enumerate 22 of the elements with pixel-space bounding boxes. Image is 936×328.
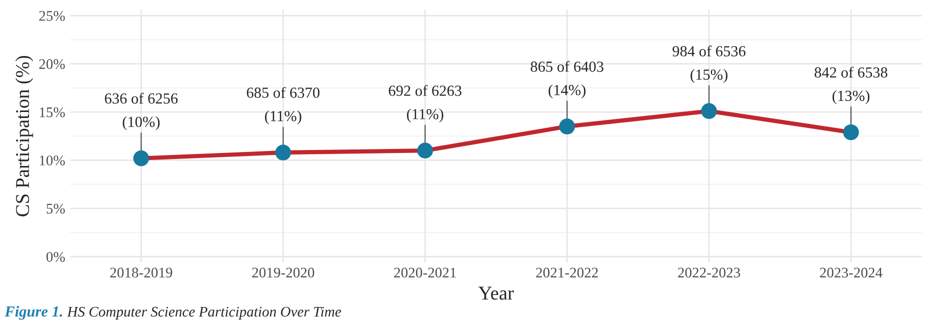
text: HS Computer Science Participation Over Time bbox=[67, 306, 342, 320]
y-tick-label: 20% bbox=[39, 59, 65, 70]
data-label: 685 of 6370 (11%) bbox=[246, 86, 320, 124]
x-tick-label: 2018-2019 bbox=[110, 268, 172, 278]
y-tick-label: 10% bbox=[40, 156, 65, 166]
y-tick-label: 25% bbox=[39, 10, 65, 21]
x-tick-label: 2022-2023 bbox=[678, 268, 740, 278]
data-label: 865 of 6403 (14%) bbox=[530, 60, 604, 98]
y-tick-label: 15% bbox=[40, 107, 65, 118]
x-axis-title: Year bbox=[478, 286, 514, 300]
y-axis-title: CS Participation (%) bbox=[15, 56, 34, 216]
data-label: 692 of 6263 (11%) bbox=[388, 85, 462, 122]
y-tick-label: 0% bbox=[46, 252, 65, 262]
x-tick-label: 2020-2021 bbox=[394, 268, 456, 278]
data-label: 842 of 6538 (13%) bbox=[814, 66, 888, 104]
x-tick-label: 2023-2024 bbox=[820, 268, 882, 278]
data-label: 984 of 6536 (15%) bbox=[672, 46, 746, 83]
caption: Figure 1. bbox=[4, 306, 62, 320]
x-tick-label: 2019-2020 bbox=[252, 268, 314, 278]
x-tick-label: 2021-2022 bbox=[536, 268, 598, 278]
data-label: 636 of 6256 (10%) bbox=[104, 92, 178, 130]
y-tick-label: 5% bbox=[46, 204, 65, 214]
